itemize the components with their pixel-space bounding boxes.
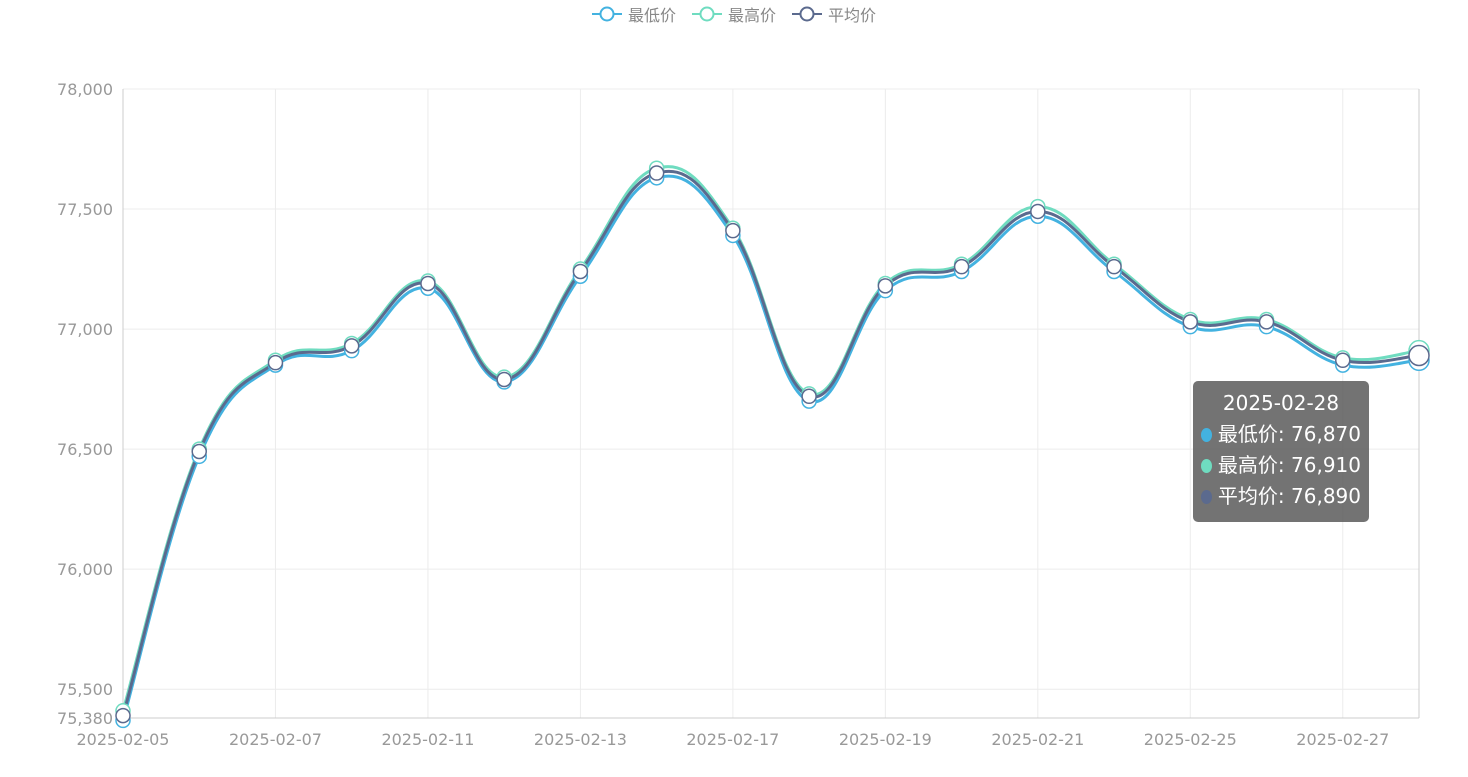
legend-label: 最低价: [627, 6, 676, 25]
legend-item-high[interactable]: 最高价: [691, 2, 776, 26]
data-point: [267, 354, 284, 371]
legend-label: 平均价: [828, 6, 877, 25]
x-tick-label: 2025-02-07: [229, 730, 322, 749]
data-point: [496, 371, 512, 388]
tooltip-row-high: 最高价: 76,910: [1201, 450, 1361, 481]
tooltip-label: 平均价: 76,890: [1217, 484, 1361, 508]
data-point: [343, 338, 360, 354]
legend-line-circle-icon: [591, 6, 622, 22]
series-dot-icon: [1201, 489, 1212, 504]
y-tick-label: 77,500: [57, 200, 113, 219]
legend-label: 最高价: [727, 6, 776, 25]
tooltip-label: 最高价: 76,910: [1217, 453, 1361, 477]
y-tick-label: 76,500: [57, 440, 113, 459]
y-tick-label: 75,500: [57, 680, 113, 699]
data-point: [1258, 314, 1275, 330]
x-tick-label: 2025-02-25: [1144, 730, 1237, 749]
legend-line-circle-icon: [691, 6, 722, 22]
y-tick-label: 78,000: [57, 80, 113, 99]
y-tick-label: 77,000: [57, 320, 113, 339]
tooltip-row-low: 最低价: 76,870: [1201, 419, 1361, 450]
data-point: [1030, 203, 1046, 220]
data-point: [877, 278, 894, 294]
data-point: [572, 263, 589, 280]
x-tick-label: 2025-02-27: [1296, 730, 1389, 749]
series-dot-icon: [1201, 458, 1212, 473]
y-tick-label: 76,000: [57, 560, 113, 579]
x-tick-label: 2025-02-21: [991, 730, 1084, 749]
tooltip-date: 2025-02-28: [1222, 391, 1340, 415]
legend-item-low[interactable]: 最低价: [591, 2, 676, 26]
data-point: [1182, 314, 1199, 330]
x-tick-label: 2025-02-19: [839, 730, 932, 749]
x-tick-label: 2025-02-11: [381, 730, 474, 749]
data-point: [725, 222, 741, 239]
data-point: [648, 165, 665, 181]
data-point: [953, 258, 970, 275]
data-point: [115, 707, 131, 724]
series-line: [121, 174, 1420, 721]
legend: 最低价 最高价 平均价: [0, 2, 1468, 26]
data-point: [1408, 344, 1430, 367]
data-point: [801, 388, 817, 405]
data-point: [420, 275, 436, 292]
series-dot-icon: [1201, 427, 1212, 442]
tooltip-row-avg: 平均价: 76,890: [1201, 481, 1361, 512]
data-point: [191, 443, 207, 460]
x-tick-label: 2025-02-05: [77, 730, 170, 749]
data-point: [1335, 352, 1351, 369]
x-tick-label: 2025-02-17: [686, 730, 779, 749]
x-tick-label: 2025-02-13: [534, 730, 627, 749]
tooltip: 2025-02-28 最低价: 76,870 最高价: 76,910 平均价: …: [1193, 381, 1369, 522]
legend-line-circle-icon: [792, 6, 822, 22]
data-point: [1106, 258, 1122, 275]
y-tick-label: 75,380: [57, 709, 113, 728]
tooltip-label: 最低价: 76,870: [1217, 422, 1361, 446]
legend-item-avg[interactable]: 平均价: [792, 2, 876, 26]
